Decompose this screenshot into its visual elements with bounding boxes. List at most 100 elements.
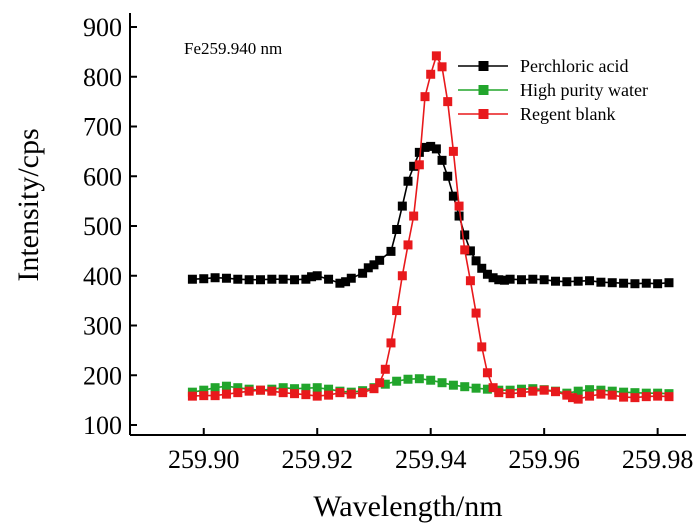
- data-point: [312, 271, 322, 281]
- data-point: [363, 263, 373, 273]
- series-0: [187, 141, 674, 289]
- data-point: [448, 146, 458, 156]
- x-ticks: 259.90 259.92 259.94 259.96 259.98: [168, 428, 693, 474]
- data-point: [397, 271, 407, 281]
- data-point: [619, 278, 629, 288]
- y-tick-label: 900: [83, 13, 122, 42]
- data-point: [358, 388, 368, 398]
- data-point: [607, 278, 617, 288]
- data-point: [596, 389, 606, 399]
- data-point: [499, 275, 509, 285]
- data-point: [199, 385, 209, 395]
- data-point: [233, 388, 243, 398]
- legend: Perchloric acid High purity water Regent b…: [458, 56, 648, 124]
- data-point: [255, 385, 265, 395]
- data-point: [386, 338, 396, 348]
- data-point: [619, 387, 629, 397]
- data-point: [255, 275, 265, 285]
- data-point: [488, 383, 498, 393]
- data-point: [443, 97, 453, 107]
- data-point: [420, 92, 430, 102]
- data-point: [426, 375, 436, 385]
- data-point: [187, 274, 197, 284]
- data-point: [409, 161, 419, 171]
- data-point: [607, 390, 617, 400]
- data-point: [630, 393, 640, 403]
- data-point: [403, 240, 413, 250]
- data-point: [596, 277, 606, 287]
- data-point: [551, 387, 561, 397]
- data-point: [409, 211, 419, 221]
- series-layer: [187, 51, 674, 404]
- data-point: [346, 273, 356, 283]
- data-point: [448, 380, 458, 390]
- data-point: [369, 384, 379, 394]
- data-point: [431, 51, 441, 61]
- data-point: [505, 274, 515, 284]
- x-tick-label: 259.90: [168, 445, 240, 474]
- data-point: [301, 274, 311, 284]
- data-point: [233, 274, 243, 284]
- data-point: [221, 273, 231, 283]
- data-point: [454, 211, 464, 221]
- data-point: [619, 392, 629, 402]
- data-point: [505, 389, 515, 399]
- series-2: [187, 51, 674, 404]
- data-point: [324, 390, 334, 400]
- data-point: [630, 388, 640, 398]
- y-tick-label: 600: [83, 162, 122, 191]
- data-point: [482, 384, 492, 394]
- y-tick-label: 100: [83, 411, 122, 440]
- data-point: [221, 389, 231, 399]
- data-point: [664, 278, 674, 288]
- data-point: [199, 274, 209, 284]
- data-point: [539, 385, 549, 395]
- data-point: [380, 379, 390, 389]
- data-point: [278, 383, 288, 393]
- data-point: [324, 274, 334, 284]
- data-point: [494, 388, 504, 398]
- data-point: [573, 386, 583, 396]
- y-tick-label: 700: [83, 113, 122, 142]
- data-point: [346, 389, 356, 399]
- data-point: [278, 388, 288, 398]
- data-point: [267, 274, 277, 284]
- x-tick-label: 259.92: [281, 445, 353, 474]
- data-point: [397, 201, 407, 211]
- data-point: [199, 391, 209, 401]
- data-point: [630, 279, 640, 289]
- data-point: [431, 144, 441, 154]
- data-point: [324, 384, 334, 394]
- data-point: [312, 383, 322, 393]
- chart-annotation: Fe259.940 nm: [184, 39, 282, 58]
- data-point: [307, 272, 317, 282]
- data-point: [244, 275, 254, 285]
- data-point: [221, 381, 231, 391]
- data-point: [414, 147, 424, 157]
- data-point: [437, 62, 447, 72]
- data-point: [392, 306, 402, 316]
- x-axis-title: Wavelength/nm: [313, 490, 502, 523]
- data-point: [426, 69, 436, 79]
- data-point: [233, 383, 243, 393]
- data-point: [471, 256, 481, 266]
- data-point: [312, 391, 322, 401]
- data-point: [335, 388, 345, 398]
- data-point: [585, 385, 595, 395]
- data-point: [358, 268, 368, 278]
- data-point: [477, 263, 487, 273]
- data-point: [465, 276, 475, 286]
- legend-marker: [478, 85, 489, 95]
- data-point: [562, 390, 572, 400]
- data-point: [210, 391, 220, 401]
- data-point: [301, 383, 311, 393]
- y-tick-label: 500: [83, 212, 122, 241]
- data-point: [460, 230, 470, 240]
- data-point: [426, 141, 436, 151]
- data-point: [573, 276, 583, 286]
- data-point: [187, 391, 197, 401]
- data-point: [641, 278, 651, 288]
- data-point: [437, 155, 447, 165]
- data-point: [460, 382, 470, 392]
- data-point: [210, 383, 220, 393]
